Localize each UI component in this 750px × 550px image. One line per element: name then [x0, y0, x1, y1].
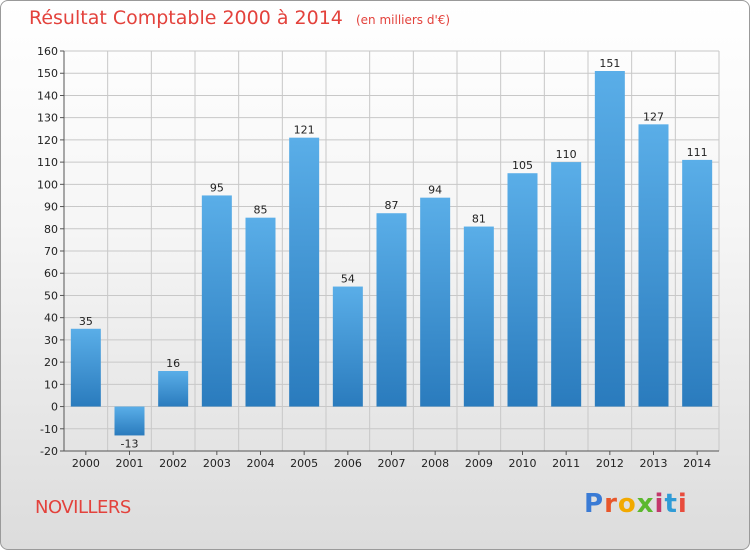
x-tick-label: 2014 [683, 457, 711, 470]
y-tick-label: 10 [44, 378, 58, 391]
data-label: 105 [512, 159, 533, 172]
y-tick-label: 40 [44, 312, 58, 325]
data-label: 35 [79, 315, 93, 328]
bar [245, 217, 276, 407]
bars [70, 71, 713, 436]
chart-title: Résultat Comptable 2000 à 2014 (en milli… [29, 7, 450, 29]
data-label: 111 [687, 146, 708, 159]
x-tick-label: 2011 [552, 457, 580, 470]
data-label: 85 [254, 204, 268, 217]
y-tick-label: 160 [37, 45, 58, 58]
bar [114, 406, 145, 436]
y-tick-label: 120 [37, 134, 58, 147]
y-tick-label: -20 [40, 445, 58, 458]
x-tick-label: 2002 [159, 457, 187, 470]
x-tick-label: 2008 [421, 457, 449, 470]
data-label: 121 [294, 124, 315, 137]
data-label: 87 [385, 199, 399, 212]
commune-name: NOVILLERS [35, 497, 131, 518]
bar [289, 137, 320, 407]
x-tick-label: 2003 [203, 457, 231, 470]
x-tick-label: 2004 [247, 457, 275, 470]
data-label: 94 [428, 184, 442, 197]
x-tick-label: 2006 [334, 457, 362, 470]
y-tick-label: 130 [37, 112, 58, 125]
y-tick-label: 110 [37, 156, 58, 169]
bar [551, 162, 582, 407]
bar [376, 213, 407, 407]
y-tick-label: 140 [37, 89, 58, 102]
logo-letter: x [636, 489, 655, 519]
logo-letter: o [617, 489, 637, 519]
x-tick-label: 2007 [378, 457, 406, 470]
logo-letter: t [664, 489, 678, 519]
data-label: 54 [341, 273, 355, 286]
bar [682, 159, 713, 407]
y-tick-label: 90 [44, 201, 58, 214]
y-tick-label: 50 [44, 289, 58, 302]
y-tick-label: 150 [37, 67, 58, 80]
bar [594, 71, 625, 407]
data-label: 16 [166, 357, 180, 370]
x-tick-label: 2010 [509, 457, 537, 470]
x-tick-label: 2001 [116, 457, 144, 470]
bar [463, 226, 494, 407]
bar [507, 173, 538, 407]
logo-letter: r [604, 489, 618, 519]
x-tick-label: 2005 [290, 457, 318, 470]
x-tick-label: 2000 [72, 457, 100, 470]
logo-letter: i [677, 489, 688, 519]
y-tick-label: 0 [51, 401, 58, 414]
y-tick-label: 70 [44, 245, 58, 258]
bar [638, 124, 669, 407]
data-label: 110 [556, 148, 577, 161]
data-label: 81 [472, 213, 486, 226]
title-unit: (en milliers d'€) [355, 13, 451, 27]
y-tick-label: -10 [40, 423, 58, 436]
bar [420, 197, 451, 407]
data-label: 95 [210, 181, 224, 194]
bar [70, 328, 101, 407]
data-label: 151 [599, 57, 620, 70]
y-tick-label: 60 [44, 267, 58, 280]
logo-letter: i [654, 489, 665, 519]
data-label: -13 [121, 437, 139, 450]
bar [158, 371, 189, 407]
proxiti-logo[interactable]: Proxiti [584, 489, 688, 519]
title-main: Résultat Comptable 2000 à 2014 [29, 7, 343, 29]
y-tick-label: 100 [37, 178, 58, 191]
axes: -20 -10 0 10 20 30 40 50 60 70 80 90 100 110 120 130 140… [37, 45, 719, 458]
x-tick-label: 2013 [640, 457, 668, 470]
y-tick-label: 20 [44, 356, 58, 369]
bar [332, 286, 363, 407]
bar [201, 195, 232, 407]
labels: 2000 35 2001 -13 2002 16 2003 95 2004 85 2005 121 20… [72, 57, 711, 470]
data-label: 127 [643, 110, 664, 123]
x-tick-label: 2009 [465, 457, 493, 470]
logo-letter: P [584, 489, 605, 519]
y-tick-label: 80 [44, 223, 58, 236]
x-tick-label: 2012 [596, 457, 624, 470]
y-tick-label: 30 [44, 334, 58, 347]
